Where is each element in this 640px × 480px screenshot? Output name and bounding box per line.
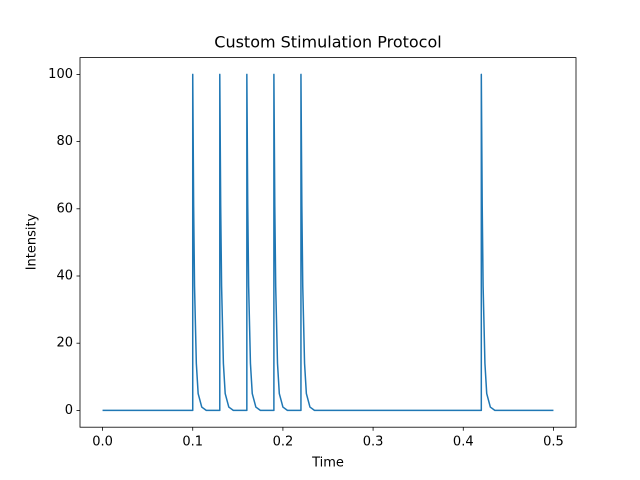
chart-title: Custom Stimulation Protocol xyxy=(214,33,441,52)
line-series xyxy=(102,73,554,412)
y-axis-label: Intensity xyxy=(25,213,40,270)
x-tick-label: 0.3 xyxy=(363,435,384,450)
plot-frame xyxy=(79,57,577,428)
y-tick-label: 80 xyxy=(56,134,73,149)
y-tick-label: 20 xyxy=(56,336,73,351)
x-tick-label: 0.1 xyxy=(182,435,203,450)
x-tick-label: 0.5 xyxy=(543,435,564,450)
y-tick-label: 60 xyxy=(56,201,73,216)
x-tick-label: 0.0 xyxy=(92,435,113,450)
y-tick-label: 0 xyxy=(65,403,73,418)
y-tick-label: 40 xyxy=(56,269,73,284)
x-tick-label: 0.4 xyxy=(453,435,474,450)
x-axis-label: Time xyxy=(311,456,344,471)
y-tick-label: 100 xyxy=(48,67,73,82)
x-tick-label: 0.2 xyxy=(273,435,294,450)
